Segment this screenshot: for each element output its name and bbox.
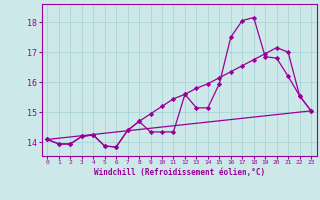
X-axis label: Windchill (Refroidissement éolien,°C): Windchill (Refroidissement éolien,°C) [94,168,265,177]
